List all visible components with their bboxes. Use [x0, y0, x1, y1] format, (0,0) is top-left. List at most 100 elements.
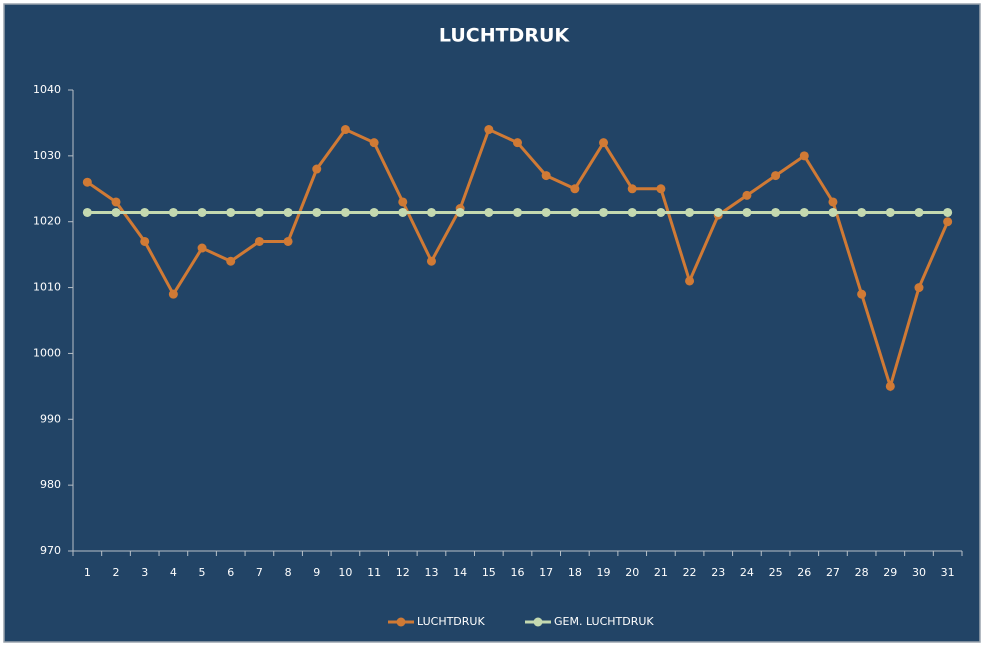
data-point	[713, 207, 723, 217]
data-point	[226, 256, 236, 266]
data-point	[885, 381, 895, 391]
data-point	[312, 164, 322, 174]
data-point	[82, 177, 92, 187]
x-tick-label: 30	[912, 566, 926, 579]
x-tick-label: 5	[199, 566, 206, 579]
x-tick-label: 8	[285, 566, 292, 579]
data-point	[771, 171, 781, 181]
data-point	[340, 207, 350, 217]
y-tick-label: 1030	[33, 149, 61, 162]
legend-marker	[396, 617, 406, 627]
x-tick-label: 13	[424, 566, 438, 579]
data-point	[857, 207, 867, 217]
chart-title: LUCHTDRUK	[439, 25, 570, 47]
x-tick-label: 3	[141, 566, 148, 579]
legend-label: LUCHTDRUK	[417, 615, 485, 628]
data-point	[828, 207, 838, 217]
x-tick-label: 12	[396, 566, 410, 579]
data-point	[828, 197, 838, 207]
data-point	[627, 184, 637, 194]
data-point	[513, 138, 522, 148]
data-point	[943, 207, 953, 217]
x-tick-label: 24	[740, 566, 754, 579]
y-tick-label: 990	[40, 412, 61, 425]
data-point	[541, 171, 551, 181]
data-point	[656, 207, 666, 217]
y-tick-label: 980	[40, 478, 61, 491]
data-point	[426, 207, 436, 217]
data-point	[570, 207, 580, 217]
data-point	[685, 207, 695, 217]
data-point	[599, 138, 609, 148]
x-tick-label: 15	[482, 566, 496, 579]
x-tick-label: 23	[711, 566, 725, 579]
legend-label: GEM. LUCHTDRUK	[554, 615, 654, 628]
data-point	[943, 217, 953, 227]
x-tick-label: 10	[338, 566, 352, 579]
data-point	[226, 207, 236, 217]
x-tick-label: 6	[227, 566, 234, 579]
y-tick-label: 1020	[33, 215, 61, 228]
data-point	[513, 207, 522, 217]
x-tick-label: 25	[769, 566, 783, 579]
data-point	[799, 207, 809, 217]
data-point	[369, 138, 379, 148]
data-point	[742, 190, 752, 200]
data-point	[168, 207, 178, 217]
data-point	[340, 125, 350, 135]
data-point	[111, 207, 121, 217]
data-point	[398, 207, 408, 217]
x-tick-label: 17	[539, 566, 553, 579]
data-point	[82, 207, 92, 217]
x-tick-label: 1	[84, 566, 91, 579]
x-tick-label: 29	[883, 566, 897, 579]
data-point	[254, 236, 264, 246]
data-point	[771, 207, 781, 217]
x-tick-label: 31	[941, 566, 955, 579]
data-point	[283, 207, 293, 217]
data-point	[398, 197, 408, 207]
data-point	[140, 236, 150, 246]
x-tick-label: 11	[367, 566, 381, 579]
x-tick-label: 7	[256, 566, 263, 579]
data-point	[885, 207, 895, 217]
data-point	[197, 207, 207, 217]
y-tick-label: 1000	[33, 346, 61, 359]
y-tick-label: 1010	[33, 281, 61, 294]
y-tick-label: 970	[40, 544, 61, 557]
x-tick-label: 2	[113, 566, 120, 579]
data-point	[541, 207, 551, 217]
data-point	[685, 276, 695, 286]
data-point	[627, 207, 637, 217]
x-tick-label: 9	[313, 566, 320, 579]
x-tick-label: 20	[625, 566, 639, 579]
data-point	[857, 289, 867, 299]
data-point	[914, 207, 924, 217]
x-tick-label: 4	[170, 566, 177, 579]
data-point	[283, 236, 293, 246]
data-point	[140, 207, 150, 217]
x-tick-label: 27	[826, 566, 840, 579]
chart-background	[3, 3, 981, 643]
y-tick-label: 1040	[33, 83, 61, 96]
data-point	[369, 207, 379, 217]
data-point	[455, 207, 465, 217]
data-point	[484, 125, 494, 135]
x-tick-label: 26	[797, 566, 811, 579]
data-point	[312, 207, 322, 217]
data-point	[254, 207, 264, 217]
x-tick-label: 18	[568, 566, 582, 579]
data-point	[599, 207, 609, 217]
x-tick-label: 14	[453, 566, 467, 579]
data-point	[111, 197, 121, 207]
x-tick-label: 22	[683, 566, 697, 579]
data-point	[426, 256, 436, 266]
x-tick-label: 16	[511, 566, 525, 579]
data-point	[197, 243, 207, 253]
x-tick-label: 28	[855, 566, 869, 579]
data-point	[742, 207, 752, 217]
x-tick-label: 21	[654, 566, 668, 579]
data-point	[168, 289, 178, 299]
data-point	[799, 151, 809, 161]
